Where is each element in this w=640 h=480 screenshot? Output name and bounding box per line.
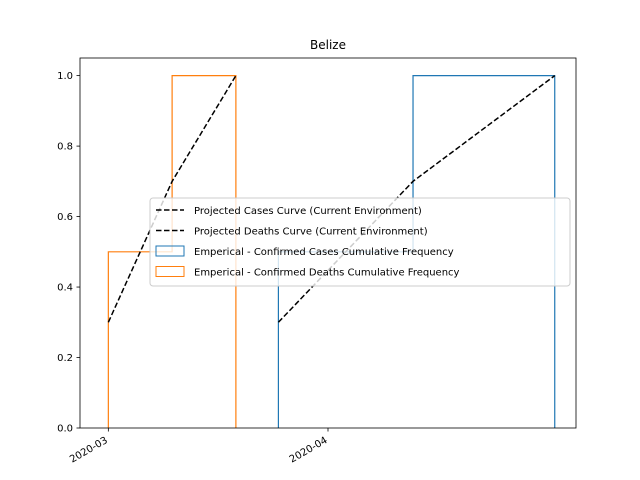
legend-box bbox=[149, 197, 571, 287]
histogram-series-3 bbox=[107, 75, 237, 428]
legend-swatch-box bbox=[155, 245, 185, 257]
y-tick-label: 0.0 bbox=[57, 424, 73, 435]
legend-label: Emperical - Confirmed Deaths Cumulative … bbox=[194, 268, 460, 279]
y-tick-label: 0.4 bbox=[57, 283, 73, 294]
y-tick-label: 1.0 bbox=[57, 71, 73, 82]
legend: Projected Cases Curve (Current Environme… bbox=[149, 197, 571, 287]
y-tick-label: 0.6 bbox=[57, 212, 73, 223]
projection-line-1 bbox=[107, 75, 237, 323]
x-tick-label: 2020-04 bbox=[288, 435, 330, 465]
y-tick-label: 0.2 bbox=[57, 353, 73, 364]
legend-label: Projected Cases Curve (Current Environme… bbox=[194, 206, 422, 217]
legend-swatch-box bbox=[155, 266, 185, 277]
legend-label: Emperical - Confirmed Cases Cumulative F… bbox=[194, 247, 454, 258]
legend-label: Projected Deaths Curve (Current Environm… bbox=[194, 227, 428, 238]
y-tick-label: 0.8 bbox=[57, 142, 73, 153]
x-tick-label: 2020-03 bbox=[68, 435, 110, 465]
chart-title: Belize bbox=[310, 38, 346, 52]
